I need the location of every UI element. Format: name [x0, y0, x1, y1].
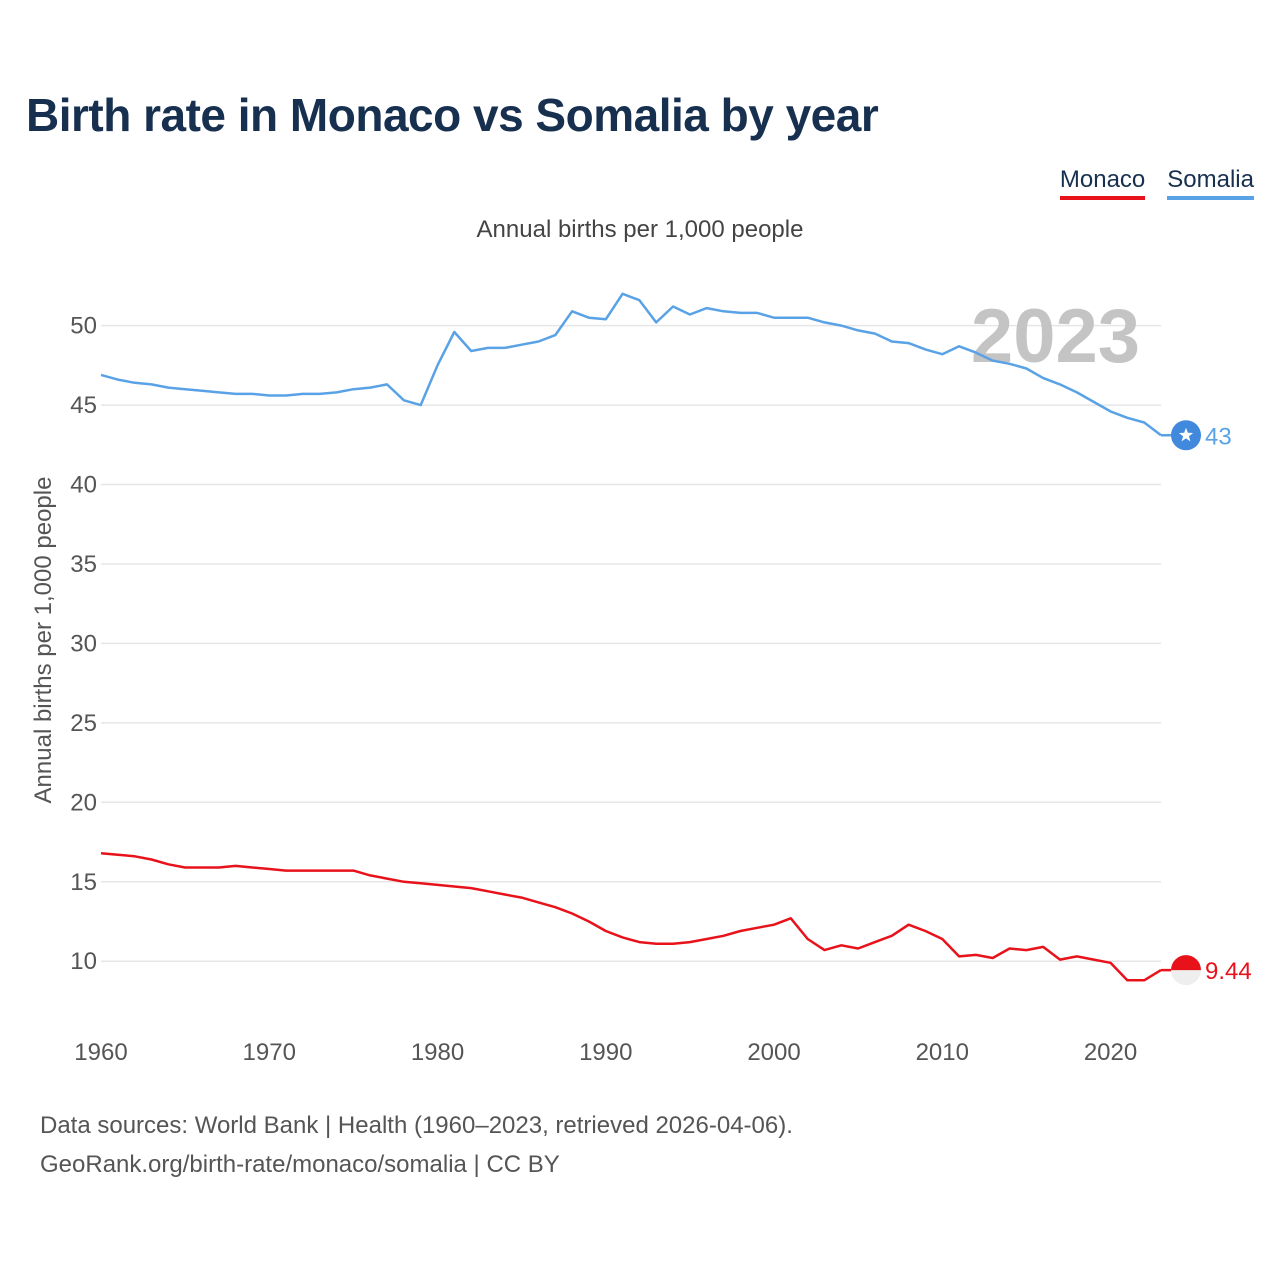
legend-item-somalia[interactable]: Somalia — [1167, 166, 1254, 200]
y-tick-label: 45 — [70, 392, 97, 419]
x-tick-label: 1980 — [411, 1039, 464, 1066]
source-line-2[interactable]: GeoRank.org/birth-rate/monaco/somalia | … — [40, 1151, 560, 1178]
series-line-monaco — [100, 851, 1162, 982]
y-tick-label: 20 — [70, 789, 97, 816]
year-watermark: 2023 — [971, 294, 1140, 379]
end-value-label-monaco: 9.44 — [1205, 958, 1252, 985]
x-tick-label: 2020 — [1084, 1039, 1137, 1066]
y-tick-label: 35 — [70, 551, 97, 578]
page-title: Birth rate in Monaco vs Somalia by year — [26, 89, 879, 141]
y-tick-label: 25 — [70, 710, 97, 737]
x-tick-label: 2000 — [747, 1039, 800, 1066]
x-tick-label: 2010 — [916, 1039, 969, 1066]
y-tick-label: 50 — [70, 313, 97, 340]
end-value-label-somalia: 43 — [1205, 423, 1232, 450]
y-tick-label: 10 — [70, 948, 97, 975]
y-tick-label: 40 — [70, 472, 97, 499]
x-tick-label: 1970 — [243, 1039, 296, 1066]
y-tick-label: 15 — [70, 869, 97, 896]
star-icon — [1178, 427, 1194, 442]
series-line-somalia — [100, 292, 1162, 437]
chart-subtitle: Annual births per 1,000 people — [476, 216, 804, 243]
x-tick-label: 1990 — [579, 1039, 632, 1066]
legend: Monaco Somalia — [1059, 166, 1254, 200]
x-tick-label: 1960 — [74, 1039, 127, 1066]
source-line-1: Data sources: World Bank | Health (1960–… — [40, 1112, 793, 1139]
monaco-flag-red-half — [1171, 955, 1201, 971]
source-note: Data sources: World Bank | Health (1960–… — [40, 1106, 793, 1184]
legend-item-monaco[interactable]: Monaco — [1059, 166, 1146, 200]
y-tick-label: 30 — [70, 630, 97, 657]
